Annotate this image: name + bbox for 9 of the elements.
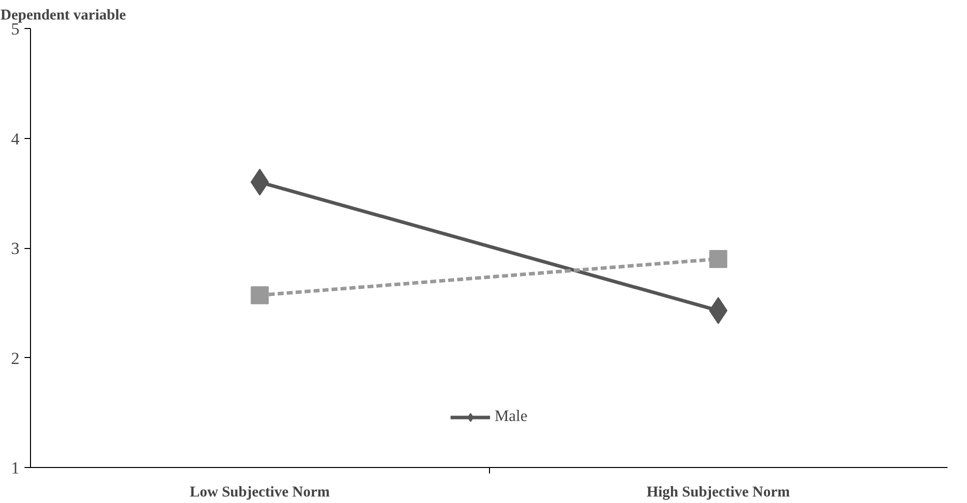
y-tick-label: 1 xyxy=(11,458,20,478)
point xyxy=(250,286,269,304)
y-tick-label: 4 xyxy=(11,129,20,148)
x-tick-label: Low Subjective Norm xyxy=(190,484,330,500)
point xyxy=(709,250,728,268)
x-tick-label: High Subjective Norm xyxy=(646,484,790,500)
legend-label: Male xyxy=(494,408,528,426)
y-tick-label: 2 xyxy=(11,348,20,368)
y-tick-label: 3 xyxy=(11,239,20,258)
